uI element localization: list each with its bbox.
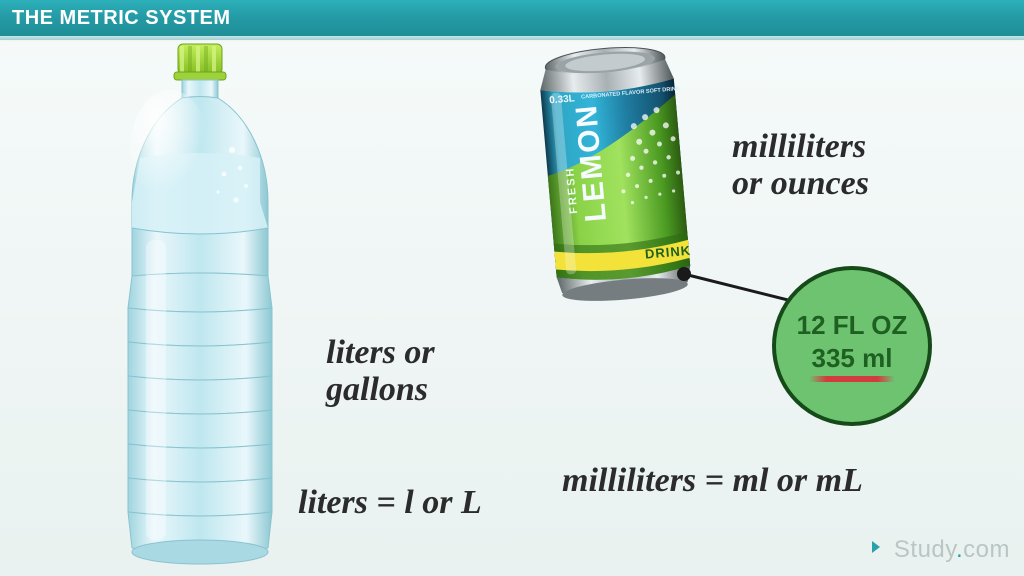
callout-circle: 12 FL OZ 335 ml bbox=[772, 266, 932, 426]
watermark-icon bbox=[868, 535, 892, 566]
callout-ml: 335 ml bbox=[812, 343, 893, 374]
title-bar: THE METRIC SYSTEM bbox=[0, 0, 1024, 36]
label-liters-abbrev: liters = l or L bbox=[298, 484, 482, 521]
label-ml-or-ounces: milliliters or ounces bbox=[732, 128, 869, 203]
callout-floz: 12 FL OZ bbox=[797, 310, 908, 341]
watermark: Study.com bbox=[868, 535, 1010, 566]
label-ml-abbrev: milliliters = ml or mL bbox=[562, 462, 863, 499]
callout-underline bbox=[809, 376, 895, 382]
label-liters-or-gallons: liters or gallons bbox=[326, 334, 435, 409]
soda-can-illustration: LEMON FRESH DRINK 0.33L CARBONATED FLAVO… bbox=[530, 40, 700, 310]
title-bar-text: THE METRIC SYSTEM bbox=[12, 7, 231, 30]
water-bottle-illustration bbox=[100, 40, 300, 570]
